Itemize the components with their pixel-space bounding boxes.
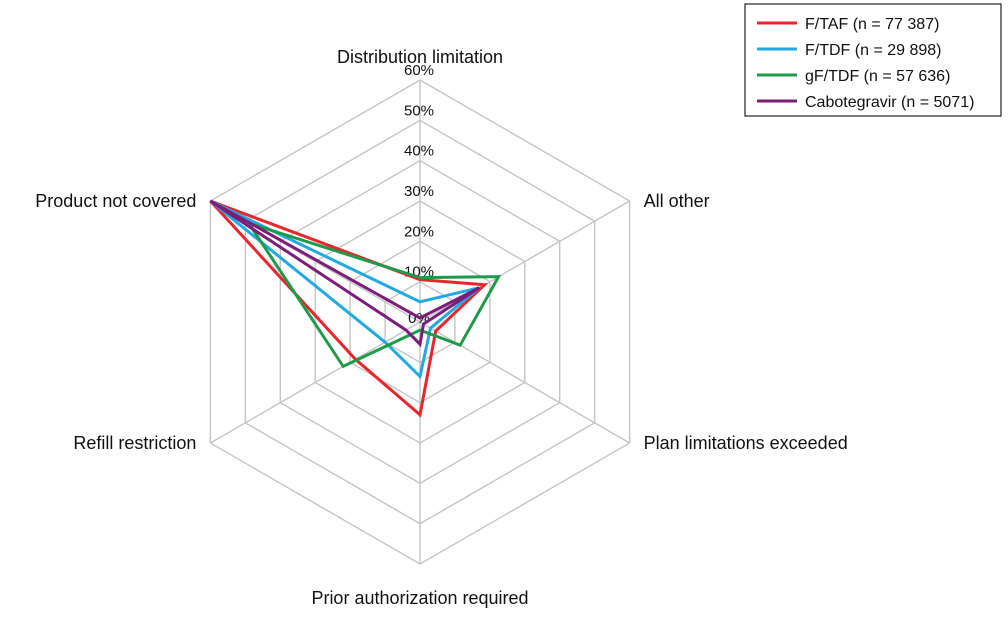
chart-legend: F/TAF (n = 77 387) F/TDF (n = 29 898) gF/T… <box>744 3 1002 117</box>
axis-label: Product not covered <box>35 191 196 211</box>
legend-label: F/TDF (n = 29 898) <box>805 42 942 59</box>
radial-tick-label: 30% <box>404 183 434 200</box>
legend-label: gF/TDF (n = 57 636) <box>805 68 950 85</box>
axis-label: Distribution limitation <box>337 47 503 67</box>
radial-tick-label: 20% <box>404 223 434 240</box>
radial-tick-label: 50% <box>404 102 434 119</box>
series-line <box>209 199 481 348</box>
radar-axis-labels: Distribution limitation All other Plan lim… <box>35 47 847 608</box>
legend-label: F/TAF (n = 77 387) <box>805 16 939 33</box>
radial-tick-label: 60% <box>404 62 434 79</box>
axis-label: All other <box>644 191 710 211</box>
radar-series <box>209 199 502 418</box>
legend-label: Cabotegravir (n = 5071) <box>805 94 974 111</box>
axis-label: Plan limitations exceeded <box>644 433 848 453</box>
radial-tick-label: 40% <box>404 143 434 160</box>
axis-label: Refill restriction <box>73 433 196 453</box>
axis-label: Prior authorization required <box>311 588 528 608</box>
